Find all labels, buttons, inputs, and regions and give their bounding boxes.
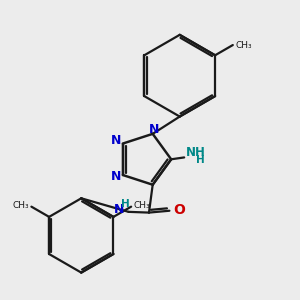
- Text: N: N: [149, 123, 160, 136]
- Text: CH₃: CH₃: [134, 201, 150, 210]
- Text: NH: NH: [186, 146, 206, 159]
- Text: N: N: [111, 170, 121, 183]
- Text: CH₃: CH₃: [13, 201, 29, 210]
- Text: N: N: [114, 203, 124, 217]
- Text: N: N: [111, 134, 121, 147]
- Text: H: H: [121, 199, 130, 209]
- Text: O: O: [173, 203, 185, 217]
- Text: H: H: [196, 155, 205, 165]
- Text: CH₃: CH₃: [236, 40, 252, 50]
